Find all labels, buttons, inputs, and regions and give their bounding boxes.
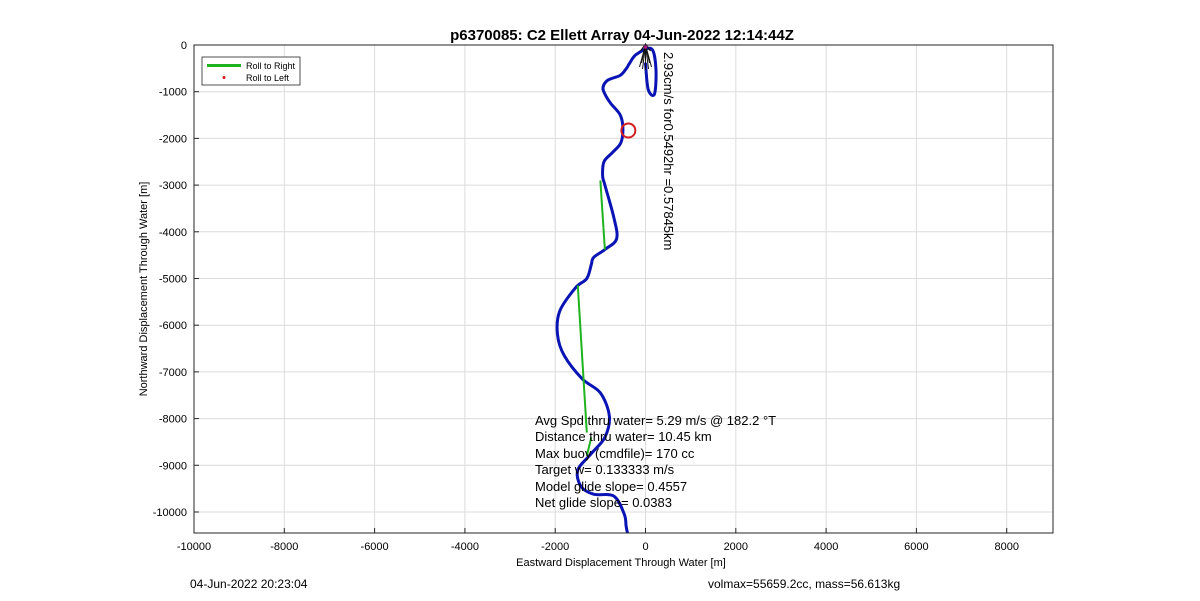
roll-right-segment (585, 437, 593, 457)
x-tick-label: 8000 (994, 541, 1018, 553)
y-tick-label: 0 (181, 40, 187, 52)
chart-title: p6370085: C2 Ellett Array 04-Jun-2022 12… (450, 27, 794, 44)
stat-net-glide: Net glide slope= 0.0383 (535, 495, 672, 510)
roll-right-segment (599, 180, 606, 250)
footer-volmax-mass: volmax=55659.2cc, mass=56.613kg (708, 577, 901, 591)
x-tick-label: -8000 (270, 541, 298, 553)
stat-max-buoy: Max buoy (cmdfile)= 170 cc (535, 446, 695, 461)
surface-position-marker (620, 122, 637, 139)
current-arrows (639, 42, 652, 70)
x-axis-label: Eastward Displacement Through Water [m] (516, 557, 726, 569)
glider-track-line (555, 46, 658, 533)
legend-box (201, 56, 301, 86)
stat-model-glide: Model glide slope= 0.4557 (535, 479, 687, 494)
y-axis-ticks: 0 -1000 -2000 -3000 -4000 -5000 -6000 -7000 -800… (153, 40, 199, 519)
stats-block: Avg Spd thru water= 5.29 m/s @ 182.2 °T … (535, 413, 776, 510)
legend-roll-left-swatch (222, 76, 226, 79)
y-tick-label: -5000 (159, 273, 187, 285)
stat-target-w: Target w= 0.133333 m/s (535, 462, 675, 477)
y-tick-label: -8000 (159, 414, 187, 426)
roll-right-segment (576, 285, 588, 433)
stat-avg-speed: Avg Spd thru water= 5.29 m/s @ 182.2 °T (535, 413, 776, 428)
roll-left-dot (643, 45, 648, 49)
y-tick-label: -2000 (159, 133, 187, 145)
y-tick-label: -7000 (159, 367, 187, 379)
y-tick-label: -4000 (159, 227, 187, 239)
legend: Roll to Right Roll to Left (201, 56, 301, 86)
legend-roll-right-label: Roll to Right (246, 61, 296, 71)
x-tick-label: -2000 (541, 541, 569, 553)
x-tick-label: 4000 (814, 541, 838, 553)
current-arrowhead (640, 42, 651, 52)
x-axis-ticks: -10000 -8000 -6000 -4000 -2000 0 2000 4000 6000 8… (177, 528, 1019, 553)
y-tick-label: -6000 (159, 320, 187, 332)
y-tick-label: -1000 (159, 87, 187, 99)
legend-roll-left-label: Roll to Left (246, 73, 290, 83)
x-tick-label: 6000 (904, 541, 928, 553)
y-axis-label: Northward Displacement Through Water [m] (138, 182, 150, 397)
x-tick-label: 2000 (724, 541, 748, 553)
y-tick-label: -10000 (153, 507, 187, 519)
x-tick-label: -10000 (177, 541, 211, 553)
y-tick-label: -9000 (159, 460, 187, 472)
x-tick-label: 0 (642, 541, 648, 553)
x-tick-label: -6000 (361, 541, 389, 553)
rotated-annotation: 2.93cm/s for0.5492hr =0.57845km (661, 52, 676, 250)
footer-timestamp: 04-Jun-2022 20:23:04 (190, 577, 308, 591)
y-tick-label: -3000 (159, 180, 187, 192)
plot-box (193, 44, 1054, 534)
x-tick-label: -4000 (451, 541, 479, 553)
stat-distance: Distance thru water= 10.45 km (535, 429, 712, 444)
roll-right-segments (576, 180, 606, 457)
